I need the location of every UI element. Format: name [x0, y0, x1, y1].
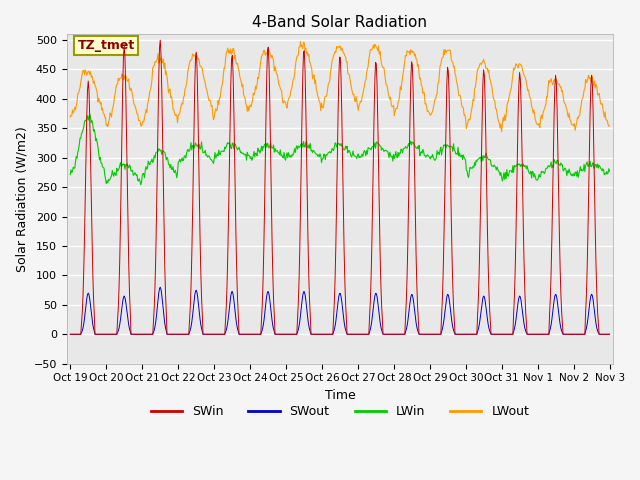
Y-axis label: Solar Radiation (W/m2): Solar Radiation (W/m2) — [15, 126, 28, 272]
Text: TZ_tmet: TZ_tmet — [77, 39, 135, 52]
X-axis label: Time: Time — [324, 389, 355, 402]
Title: 4-Band Solar Radiation: 4-Band Solar Radiation — [252, 15, 428, 30]
Legend: SWin, SWout, LWin, LWout: SWin, SWout, LWin, LWout — [145, 400, 534, 423]
